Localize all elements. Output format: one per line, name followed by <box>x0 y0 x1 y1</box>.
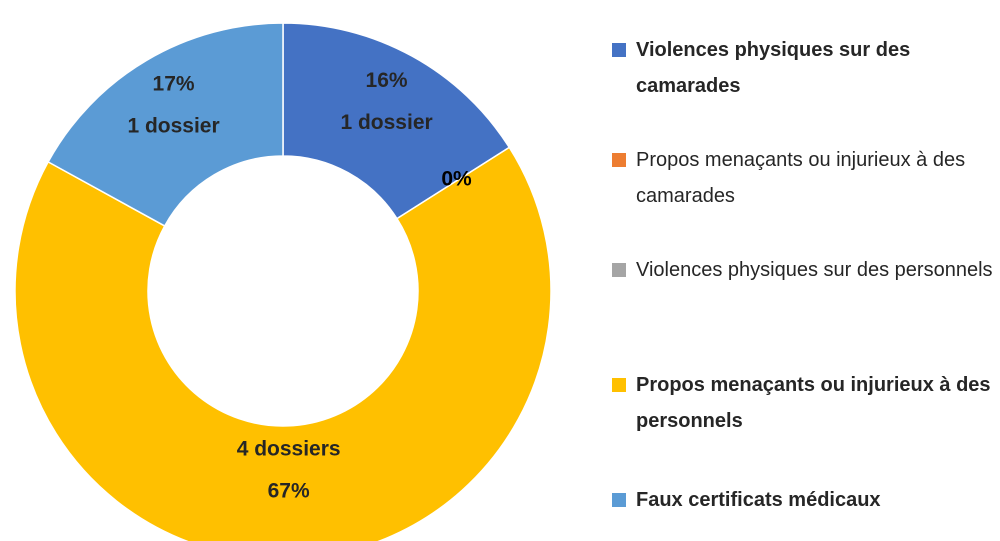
legend-swatch <box>612 493 626 507</box>
legend-swatch <box>612 378 626 392</box>
legend-item: Violences physiques sur des camarades <box>612 32 997 104</box>
legend-label: Violences physiques sur des camarades <box>636 39 911 97</box>
legend-item: Violences physiques sur des personnels <box>612 252 997 288</box>
data-label: 67% <box>268 479 310 502</box>
data-label: 16% <box>366 69 408 92</box>
legend-item: Faux certificats médicaux <box>612 482 997 518</box>
legend-label: Propos menaçants ou injurieux à des cama… <box>636 149 966 207</box>
data-label: 17% <box>153 72 195 95</box>
slice <box>282 22 511 220</box>
legend-swatch <box>612 263 626 277</box>
legend-label: Propos menaçants ou injurieux à des pers… <box>636 374 991 432</box>
legend-item: Propos menaçants ou injurieux à des pers… <box>612 367 997 439</box>
legend-label: Faux certificats médicaux <box>636 489 881 511</box>
legend-swatch <box>612 43 626 57</box>
legend-swatch <box>612 153 626 167</box>
slice <box>47 22 284 227</box>
legend-item: Propos menaçants ou injurieux à des cama… <box>612 142 997 214</box>
count-label: 1 dossier <box>340 111 432 134</box>
slice <box>14 146 552 541</box>
count-label: 1 dossier <box>127 114 219 137</box>
count-label: 4 dossiers <box>237 437 341 460</box>
legend-label: Violences physiques sur des personnels <box>636 259 993 281</box>
data-label: 0% <box>441 167 472 190</box>
